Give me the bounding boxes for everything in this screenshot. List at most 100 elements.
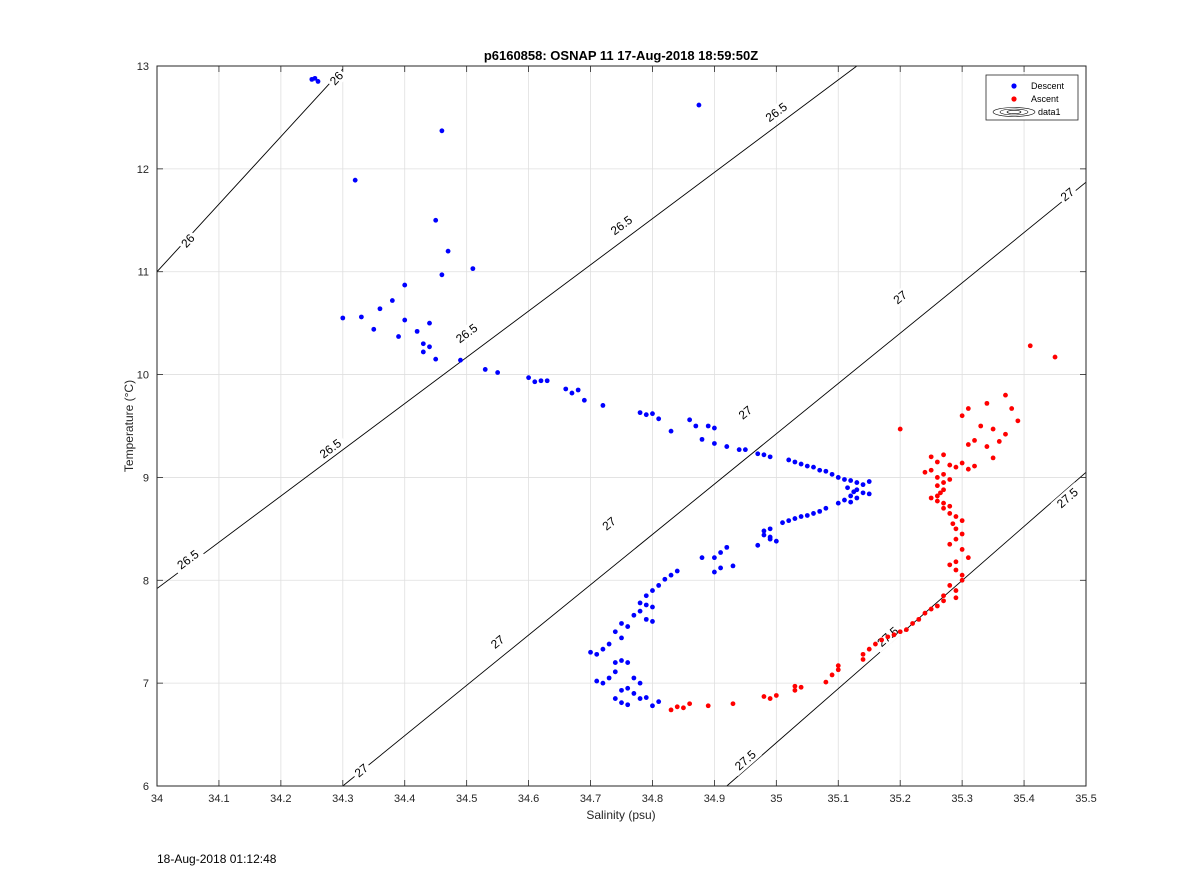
ascent-point	[941, 505, 946, 511]
descent-point	[792, 516, 798, 521]
descent-point	[755, 542, 761, 548]
descent-point	[773, 538, 779, 544]
descent-point	[606, 675, 612, 681]
descent-point	[352, 177, 358, 183]
ascent-point	[891, 632, 897, 638]
x-tick-label: 34	[151, 793, 163, 805]
contour-label-background	[486, 630, 510, 654]
descent-point	[445, 248, 451, 254]
contour-label-background	[170, 544, 205, 575]
descent-point	[848, 499, 854, 505]
x-tick-label: 35	[770, 793, 782, 805]
contour-label-27: 27	[597, 512, 621, 535]
descent-point	[712, 441, 717, 446]
descent-point	[631, 612, 637, 618]
descent-point	[526, 375, 531, 381]
descent-point	[696, 102, 702, 108]
descent-point	[866, 491, 872, 497]
x-tick-label: 34.4	[394, 793, 415, 805]
descent-point	[767, 526, 773, 532]
ascent-point	[959, 547, 965, 552]
descent-point	[625, 685, 631, 691]
descent-point	[563, 386, 569, 392]
legend-contour-icon	[992, 107, 1036, 117]
descent-point	[588, 649, 593, 655]
x-tick-label: 34.1	[208, 793, 229, 805]
descent-point	[786, 457, 792, 463]
contour-label-background	[888, 286, 912, 309]
descent-point	[643, 616, 649, 622]
descent-point	[650, 411, 655, 417]
descent-point	[420, 341, 426, 347]
ascent-point	[947, 477, 953, 482]
ascent-point	[965, 466, 971, 472]
descent-point	[712, 555, 717, 561]
ascent-point	[978, 423, 984, 429]
descent-point	[594, 678, 600, 684]
ascent-point	[953, 536, 959, 542]
ascent-point	[928, 454, 934, 460]
descent-point	[315, 79, 321, 84]
descent-point	[600, 403, 606, 408]
descent-point	[718, 550, 723, 555]
descent-point	[600, 680, 606, 686]
ascent-point	[953, 464, 959, 470]
descent-point	[845, 485, 850, 491]
ascent-point	[928, 467, 934, 473]
x-tick-label: 35.3	[951, 793, 972, 805]
ascent-point	[761, 694, 767, 699]
descent-point	[625, 624, 631, 629]
descent-point	[798, 461, 804, 467]
descent-point	[767, 454, 773, 460]
ascent-point	[1027, 343, 1033, 349]
descent-point	[854, 495, 860, 501]
ascent-point	[950, 521, 956, 527]
axes-box	[156, 65, 1087, 787]
descent-point	[619, 700, 624, 706]
ascent-point	[922, 610, 928, 616]
descent-point	[668, 572, 674, 578]
ascent-point	[792, 687, 798, 693]
descent-point	[470, 266, 476, 272]
descent-point	[755, 451, 761, 457]
ascent-point	[792, 683, 798, 689]
descent-point	[631, 675, 637, 681]
ascent-point	[953, 567, 959, 573]
ascent-point	[897, 426, 903, 432]
ascent-point	[928, 495, 934, 501]
descent-point	[811, 464, 816, 470]
ascent-point	[947, 462, 953, 468]
descent-point	[724, 544, 730, 550]
x-tick-label: 34.6	[518, 793, 539, 805]
contour-label-26: 26	[176, 229, 200, 253]
descent-point	[619, 687, 624, 693]
ascent-point	[953, 595, 959, 601]
ascent-point	[1009, 406, 1015, 411]
descent-point	[433, 217, 439, 223]
descent-point	[656, 583, 662, 588]
footer-timestamp: 18-Aug-2018 01:12:48	[157, 852, 277, 866]
ascent-point	[674, 704, 680, 710]
ascent-point	[934, 459, 940, 465]
ascent-point	[835, 663, 841, 669]
ascent-point	[959, 413, 965, 419]
ascent-point	[1052, 354, 1058, 360]
descent-point	[389, 298, 395, 303]
y-axis-ticks: 6 7 8 9 10 11 12 13	[137, 61, 1086, 793]
ascent-point	[934, 498, 940, 504]
ascent-point	[947, 511, 953, 516]
contour-label-background	[313, 433, 348, 464]
ascent-point	[959, 531, 965, 537]
ascent-point	[941, 452, 946, 458]
descent-point	[495, 370, 501, 375]
ascent-point	[947, 541, 953, 547]
contour-label-26: 26	[325, 66, 348, 90]
descent-point	[619, 658, 624, 663]
contour-line-26.5	[157, 66, 858, 589]
contour-label-background	[325, 66, 348, 90]
x-axis-label: Salinity (psu)	[586, 808, 655, 822]
descent-point	[340, 315, 346, 321]
descent-point	[854, 480, 860, 485]
descent-point	[724, 444, 730, 449]
descent-point	[625, 660, 631, 665]
